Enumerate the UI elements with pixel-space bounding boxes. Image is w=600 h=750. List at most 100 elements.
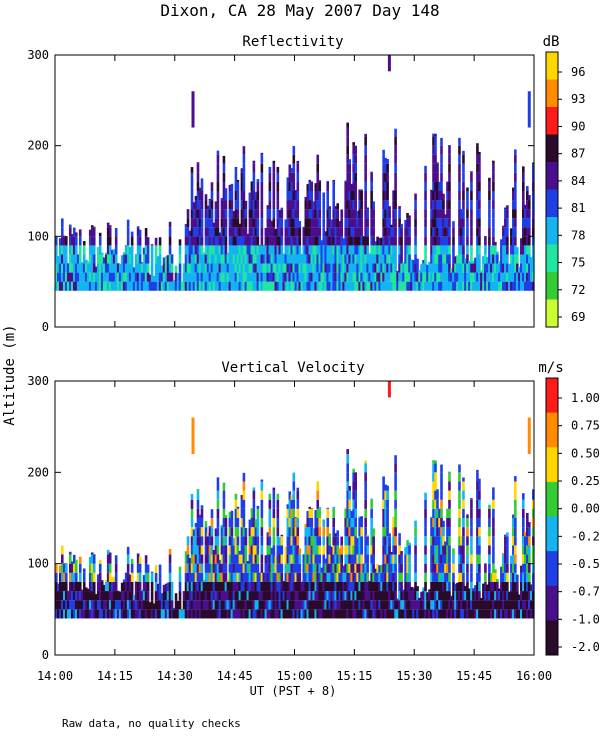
data-cell [356,245,359,255]
data-cell [150,581,154,592]
data-cell [524,609,527,619]
data-cell [336,227,340,237]
data-cell [280,600,284,610]
data-cell [522,191,525,201]
data-cell [466,245,469,255]
data-cell [60,245,64,255]
data-cell [440,481,443,491]
data-cell [358,189,361,191]
data-cell [468,600,471,610]
data-cell [476,572,479,582]
data-cell [224,518,228,528]
data-cell [232,254,236,264]
data-cell [176,600,180,610]
data-cell [106,609,110,619]
data-cell [154,572,158,582]
data-cell [364,272,367,282]
data-cell [388,609,391,619]
data-cell [330,219,334,228]
data-cell [70,581,74,592]
data-cell [476,536,479,546]
data-cell [232,563,236,573]
data-cell [316,563,320,573]
data-cell [236,281,240,291]
data-cell [434,172,437,182]
data-cell [314,518,318,528]
data-cell [228,572,232,582]
data-cell [266,545,270,555]
data-cell [166,609,170,619]
data-cell [386,263,389,273]
data-cell [350,572,353,582]
data-cell [388,536,391,546]
data-cell [456,600,459,610]
data-cell [432,181,435,191]
data-cell [250,609,254,619]
data-cell [436,181,439,191]
data-cell [442,218,445,228]
data-cell [526,227,529,237]
data-cell [462,191,465,201]
data-cell [352,272,355,282]
data-cell [316,572,320,582]
data-cell [118,591,122,601]
data-cell [348,236,351,246]
data-cell [388,227,391,237]
data-cell [322,227,326,237]
data-cell [416,600,419,610]
data-cell [452,254,455,264]
data-cell [218,572,222,582]
data-cell [110,263,114,273]
data-cell [306,536,310,546]
data-cell [272,487,276,491]
data-cell [352,527,355,537]
data-cell [458,218,461,228]
data-cell [190,600,194,610]
data-cell [82,254,86,264]
data-cell [184,281,188,291]
data-cell [260,591,264,601]
data-cell [242,563,246,573]
data-cell [318,227,322,237]
data-cell [522,563,525,573]
data-cell [136,572,140,582]
data-cell [384,181,387,191]
data-cell [372,528,375,537]
data-cell [88,563,92,573]
data-cell [220,209,224,219]
data-cell [288,581,292,592]
data-cell [114,563,118,573]
data-cell [466,200,469,210]
data-cell [212,254,216,264]
data-cell [60,600,64,610]
data-cell [518,281,521,291]
data-cell [352,518,355,528]
data-cell [142,272,146,282]
data-cell [252,487,256,491]
data-cell [200,218,204,228]
data-cell [440,227,443,237]
data-cell [240,272,244,282]
data-cell [330,581,334,592]
data-cell [448,200,451,210]
data-cell [256,191,260,201]
data-cell [374,609,377,619]
data-cell [442,254,445,264]
data-cell [210,545,214,555]
data-cell [398,563,401,573]
data-cell [522,572,525,582]
data-cell [512,572,515,582]
data-cell [190,209,194,219]
data-cell [502,552,505,555]
data-cell [288,536,292,546]
data-cell [438,536,441,546]
data-cell [388,272,391,282]
data-cell [526,186,529,191]
data-cell [450,272,453,282]
data-cell [504,581,507,592]
data-cell [218,600,222,610]
data-cell [272,200,276,210]
data-cell [384,254,387,264]
data-cell [234,272,238,282]
data-cell [432,245,435,255]
